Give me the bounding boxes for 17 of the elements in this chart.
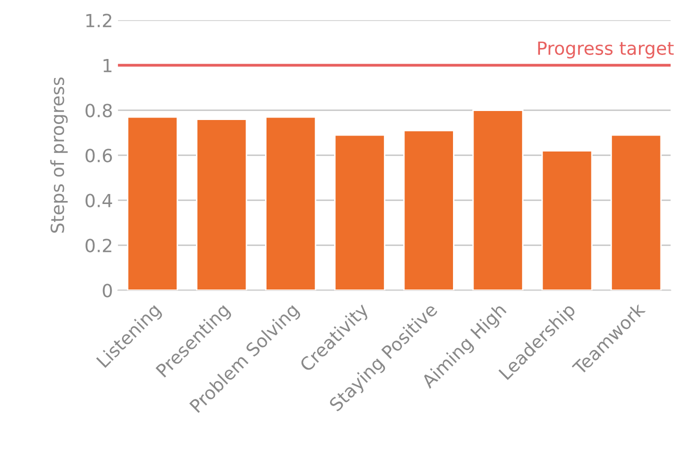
bar xyxy=(472,110,524,290)
y-tick-label: 0.6 xyxy=(86,148,112,162)
bar xyxy=(265,116,316,290)
bar xyxy=(334,134,386,290)
bar xyxy=(610,134,662,290)
bar xyxy=(403,130,454,290)
y-tick-label: 0 xyxy=(102,284,112,298)
bar xyxy=(541,150,593,290)
bar xyxy=(126,116,178,290)
y-axis-title: Steps of progress xyxy=(50,77,68,233)
ref-line-label: Progress target xyxy=(538,42,674,58)
y-tick-label: 0.8 xyxy=(86,104,112,118)
bar xyxy=(196,118,248,290)
y-tick-label: 1 xyxy=(104,58,112,72)
y-tick-label: 0.4 xyxy=(86,194,112,208)
y-tick-label: 0.2 xyxy=(86,238,112,252)
y-tick-label: 1.2 xyxy=(86,14,112,28)
